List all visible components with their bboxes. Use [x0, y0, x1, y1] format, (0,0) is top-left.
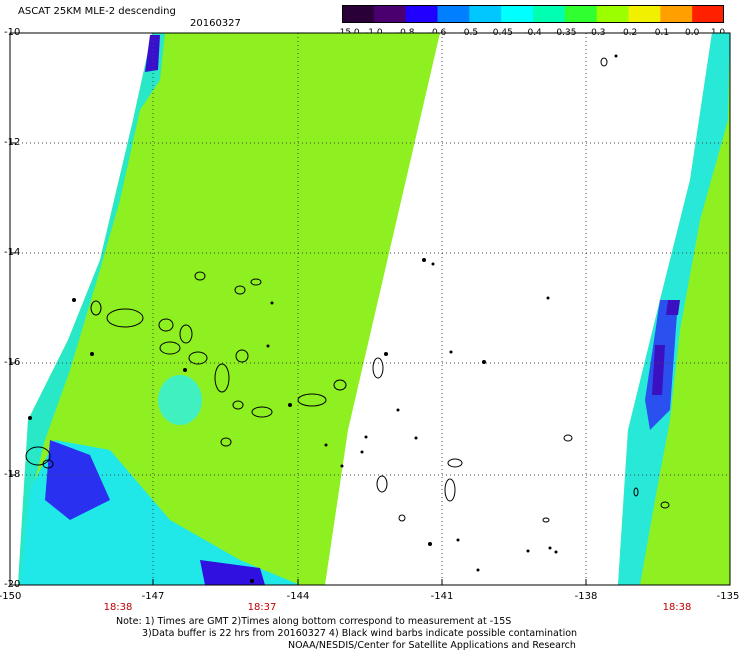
colorbar-segment: [405, 5, 438, 23]
colorbar-border: [342, 5, 724, 23]
colorbar-segment: [596, 5, 629, 23]
island-dot: [414, 436, 418, 440]
lat-label: -12: [4, 137, 21, 148]
footer-note-1: Note: 1) Times are GMT 2)Times along bot…: [116, 616, 512, 627]
map-date: 20160327: [190, 18, 241, 29]
colorbar-segment: [533, 5, 566, 23]
island-outline: [250, 278, 262, 286]
lon-label: -135: [716, 591, 740, 602]
island-dot: [340, 464, 344, 468]
island-dot: [90, 352, 94, 356]
colorbar-segment: [660, 5, 693, 23]
map-frame: [9, 32, 731, 586]
island-dot: [428, 542, 432, 546]
island-dot: [476, 568, 480, 572]
lat-label: -14: [4, 247, 21, 258]
island-outline: [398, 514, 406, 522]
swath-right-dark-top: [666, 300, 680, 315]
island-dot: [183, 368, 187, 372]
lon-label: -141: [430, 591, 454, 602]
lat-label: -18: [4, 469, 21, 480]
island-outline: [447, 458, 463, 468]
island-outline: [158, 318, 174, 332]
colorbar-segment: [342, 5, 375, 23]
colorbar-segment: [501, 5, 534, 23]
swath-map: [9, 32, 731, 586]
island-outline: [297, 393, 327, 407]
island-dot: [288, 403, 292, 407]
island-outline: [376, 475, 388, 493]
swath-left-cyan-spot: [158, 375, 202, 425]
island-dot: [28, 416, 32, 420]
island-dot: [360, 450, 364, 454]
lon-label: -138: [574, 591, 598, 602]
colorbar-segment: [692, 5, 724, 23]
footer-note-2: 3)Data buffer is 22 hrs from 20160327 4)…: [142, 628, 578, 639]
island-dot: [554, 550, 558, 554]
time-label: 18:37: [247, 602, 277, 613]
time-label: 18:38: [662, 602, 692, 613]
swath-left-blue-bottom: [200, 560, 265, 585]
island-outline: [372, 357, 384, 379]
swath-left-blue-low: [45, 440, 110, 520]
island-dot: [456, 538, 460, 542]
swath-left-edge: [18, 33, 165, 585]
island-outline: [25, 446, 51, 466]
island-dot: [546, 296, 550, 300]
island-dot: [548, 546, 552, 550]
island-outline: [251, 406, 273, 418]
island-dot: [266, 344, 270, 348]
island-dot: [270, 301, 274, 305]
lat-label: -20: [4, 579, 21, 590]
colorbar-segment: [373, 5, 407, 23]
lon-label: -150: [0, 591, 22, 602]
colorbar-segment: [564, 5, 598, 23]
map-title: ASCAT 25KM MLE-2 descending: [18, 6, 176, 17]
colorbar: [342, 5, 724, 23]
island-dot: [482, 360, 486, 364]
island-dot: [396, 408, 400, 412]
island-outline: [633, 487, 639, 497]
island-dot: [250, 579, 254, 583]
island-outline: [600, 57, 608, 67]
island-outline: [194, 271, 206, 281]
island-outline: [234, 285, 246, 295]
island-dot: [449, 350, 453, 354]
lat-label: -10: [4, 27, 21, 38]
swath-right-dark: [652, 345, 665, 395]
island-dot: [614, 54, 618, 58]
footer-note-3: NOAA/NESDIS/Center for Satellite Applica…: [288, 640, 576, 651]
island-outline: [220, 437, 232, 447]
island-dot: [72, 298, 76, 302]
island-outline: [563, 434, 573, 442]
island-dot: [384, 352, 388, 356]
colorbar-segment: [469, 5, 502, 23]
lon-label: -147: [141, 591, 165, 602]
island-outline: [90, 300, 102, 316]
time-label: 18:38: [103, 602, 133, 613]
colorbar-segment: [437, 5, 470, 23]
lon-label: -144: [286, 591, 310, 602]
island-outline: [232, 400, 244, 410]
island-outline: [188, 351, 208, 365]
island-outline: [444, 478, 456, 502]
island-outline: [214, 363, 230, 393]
colorbar-segment: [628, 5, 661, 23]
island-outline: [106, 308, 144, 328]
island-outline: [235, 349, 249, 363]
island-outline: [333, 379, 347, 391]
lat-label: -16: [4, 357, 21, 368]
island-outline: [42, 459, 54, 469]
island-outline: [179, 324, 193, 344]
island-outline: [542, 517, 550, 523]
island-outline: [159, 341, 181, 355]
island-dot: [431, 262, 435, 266]
island-dot: [364, 435, 368, 439]
island-dot: [422, 258, 426, 262]
island-outline: [660, 501, 670, 509]
island-dot: [526, 549, 530, 553]
island-dot: [324, 443, 328, 447]
